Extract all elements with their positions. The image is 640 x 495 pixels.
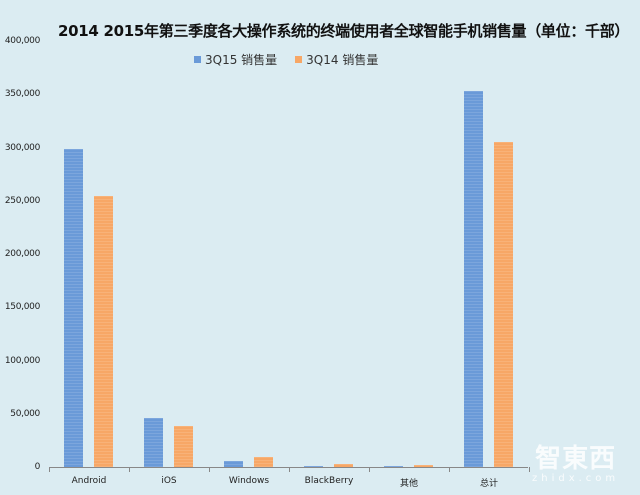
- bar-3q15: [384, 465, 403, 467]
- bar-3q15: [304, 465, 323, 467]
- y-tick-label: 50,000: [10, 408, 40, 419]
- x-tick: [369, 467, 370, 472]
- bar-3q14: [414, 465, 433, 467]
- y-tick-label: 400,000: [4, 36, 40, 46]
- bar-3q15: [464, 91, 483, 467]
- bar-3q14: [174, 426, 193, 467]
- x-tick: [129, 467, 130, 472]
- bar-3q15: [64, 148, 83, 467]
- x-tick-label: BlackBerry: [304, 476, 354, 486]
- x-tick-label: iOS: [161, 476, 177, 486]
- x-tick: [529, 467, 530, 472]
- y-tick-label: 0: [34, 462, 41, 472]
- x-tick: [289, 467, 290, 472]
- legend-label: 3Q15 销售量: [205, 53, 278, 67]
- x-tick-label: Windows: [228, 476, 270, 486]
- bar-3q15: [224, 460, 243, 467]
- legend: 3Q15 销售量 3Q14 销售量: [194, 51, 378, 68]
- legend-swatch-blue: [194, 56, 201, 63]
- watermark-url: zhidx.com: [532, 473, 620, 484]
- x-tick-label: Android: [71, 476, 107, 486]
- chart-title: 2014 2015年第三季度各大操作系统的终端使用者全球智能手机销售量（单位：千…: [58, 22, 630, 40]
- y-tick-label: 150,000: [4, 302, 40, 313]
- x-tick: [49, 467, 50, 472]
- legend-item-3q15: 3Q15 销售量: [194, 51, 277, 68]
- y-tick-label: 300,000: [4, 142, 40, 153]
- x-tick-label: 其他: [399, 479, 418, 489]
- bar-3q14: [94, 196, 113, 467]
- watermark: 智東西 zhidx.com: [532, 438, 619, 484]
- bar-3q14: [254, 457, 273, 467]
- legend-swatch-orange: [295, 56, 303, 63]
- watermark-logo: 智東西: [535, 444, 617, 474]
- bar-3q14: [494, 141, 513, 467]
- x-axis-line: [49, 467, 528, 468]
- bar-3q15: [144, 417, 163, 467]
- legend-item-3q14: 3Q14 销售量: [295, 51, 378, 68]
- y-tick-label: 100,000: [4, 355, 40, 366]
- x-tick-label: 总计: [479, 479, 498, 489]
- y-tick-label: 200,000: [4, 249, 40, 259]
- bar-3q14: [334, 464, 353, 467]
- y-tick-label: 350,000: [4, 89, 40, 100]
- x-tick: [449, 467, 450, 472]
- legend-label: 3Q14 销售量: [306, 53, 379, 67]
- x-tick: [209, 467, 210, 472]
- y-tick-label: 250,000: [4, 195, 40, 206]
